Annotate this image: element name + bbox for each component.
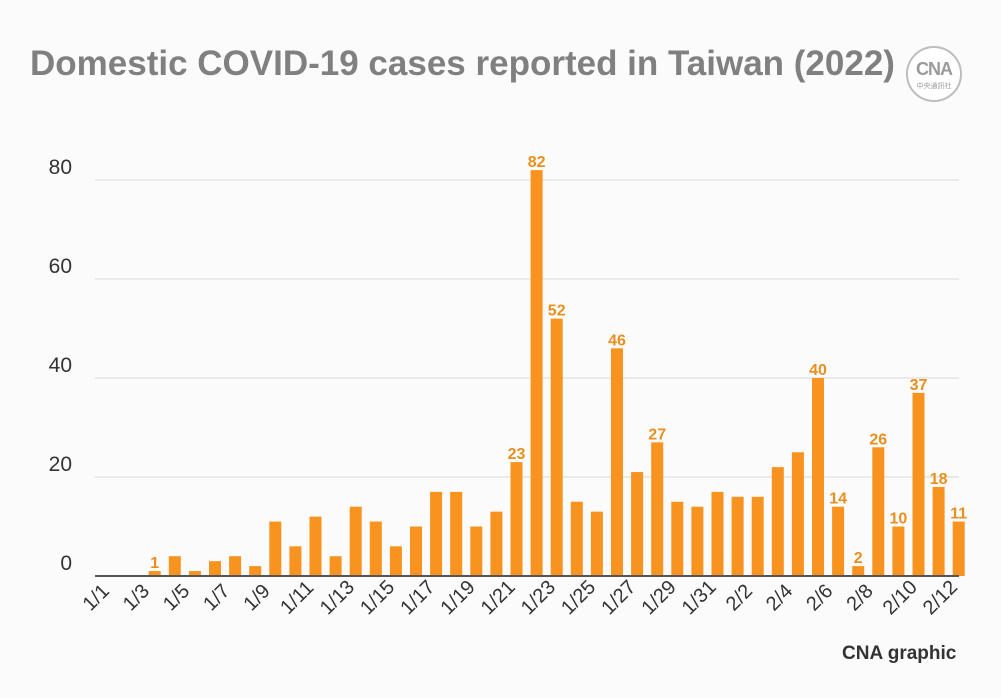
bar (812, 378, 824, 576)
x-tick-label: 1/15 (356, 576, 399, 619)
bar (791, 452, 804, 576)
bar (892, 526, 905, 576)
x-tick-label: 1/25 (557, 576, 600, 619)
bar (751, 496, 764, 576)
bar (168, 556, 181, 576)
bar (389, 546, 402, 576)
x-tick-label: 1/17 (396, 576, 439, 619)
x-tick-label: 1/11 (276, 577, 318, 619)
x-tick-label: 1/31 (678, 576, 721, 619)
bar (188, 571, 201, 576)
x-tick-label: 2/8 (842, 580, 877, 615)
y-tick-label: 20 (49, 453, 72, 476)
data-label: 18 (930, 471, 948, 488)
bar (631, 472, 644, 576)
bar (872, 447, 885, 576)
bar (309, 516, 322, 576)
data-label: 11 (950, 506, 967, 523)
x-tick-label: 1/1 (79, 580, 114, 615)
bar (570, 501, 583, 576)
bar (430, 491, 443, 576)
x-tick-label: 1/19 (437, 576, 480, 619)
credit-text: CNA graphic (842, 643, 957, 664)
x-tick-label: 1/27 (597, 576, 640, 619)
bar (671, 501, 684, 576)
data-label: 1 (150, 555, 159, 572)
y-tick-label: 40 (49, 354, 72, 377)
x-tick-label: 2/2 (722, 580, 757, 615)
cna-logo-mark: CNA (916, 59, 953, 79)
bar (470, 526, 483, 576)
y-axis: 0 20 40 60 80 (49, 156, 72, 575)
bar (912, 392, 925, 576)
y-tick-label: 80 (49, 156, 72, 179)
bar (369, 521, 382, 576)
chart-title: Domestic COVID-19 cases reported in Taiw… (30, 44, 895, 83)
bar (832, 506, 845, 576)
x-tick-label: 2/6 (802, 580, 837, 615)
bar (450, 491, 463, 576)
data-label: 14 (829, 491, 847, 508)
cna-logo: CNA 中央通訊社 (906, 46, 962, 102)
bar (490, 511, 503, 576)
bar (590, 511, 603, 576)
data-label: 40 (809, 362, 827, 379)
bar (611, 348, 623, 576)
bar (249, 566, 262, 576)
bar (510, 462, 523, 576)
x-tick-label: 1/9 (239, 580, 274, 615)
bar (651, 442, 664, 576)
data-label: 26 (869, 431, 887, 448)
bars (148, 170, 965, 576)
bar (771, 467, 784, 576)
data-label: 23 (508, 446, 526, 463)
data-label: 46 (608, 332, 626, 349)
data-label: 52 (548, 303, 566, 320)
x-tick-label: 1/3 (119, 580, 154, 615)
x-tick-label: 1/21 (477, 576, 520, 619)
data-label: 82 (528, 154, 546, 171)
bar (852, 566, 865, 576)
bar (329, 556, 342, 576)
data-label: 2 (854, 550, 863, 567)
x-tick-label: 1/13 (316, 576, 359, 619)
cna-logo-subtitle: 中央通訊社 (916, 83, 952, 90)
x-tick-label: 2/4 (762, 580, 797, 615)
data-label: 37 (910, 377, 928, 394)
bar (209, 561, 221, 576)
x-tick-label: 2/12 (919, 576, 962, 619)
bar (410, 526, 422, 576)
bar (289, 546, 302, 576)
bar (530, 170, 543, 576)
bar (269, 521, 282, 576)
x-tick-label: 1/5 (159, 580, 194, 615)
bar (691, 506, 704, 576)
bar (932, 486, 945, 576)
x-tick-label: 1/7 (199, 580, 234, 615)
bar (148, 571, 161, 576)
bar (952, 521, 965, 576)
data-labels: 1 23 82 52 46 27 40 14 2 26 10 37 18 11 (150, 154, 967, 572)
gridlines (95, 179, 959, 478)
bar (550, 318, 563, 576)
bar (711, 491, 724, 576)
bar (731, 496, 744, 576)
x-tick-label: 1/23 (517, 576, 560, 619)
data-label: 27 (648, 426, 666, 443)
data-label: 10 (890, 511, 908, 528)
y-tick-label: 60 (49, 255, 72, 278)
x-axis: 1/1 1/3 1/5 1/7 1/9 1/111/131/151/171/191/211… (79, 575, 962, 619)
bar (229, 556, 242, 576)
x-tick-label: 1/29 (638, 576, 681, 619)
x-tick-label: 2/10 (879, 576, 922, 619)
y-tick-label: 0 (60, 552, 72, 575)
bar (349, 506, 362, 576)
